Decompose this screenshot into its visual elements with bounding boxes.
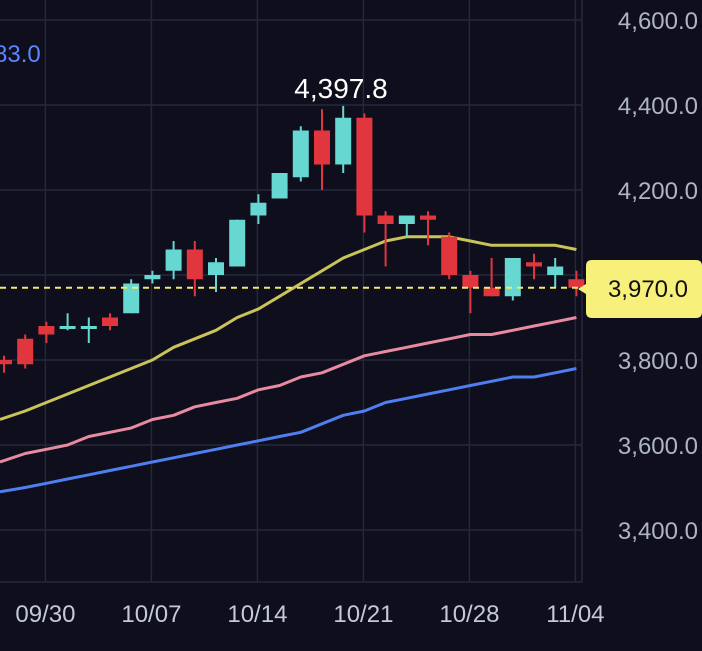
x-tick-label: 10/14 xyxy=(227,601,287,628)
candle xyxy=(356,113,373,233)
candle xyxy=(441,232,458,280)
candle xyxy=(144,270,161,284)
candle-body xyxy=(377,215,394,224)
candle xyxy=(398,215,415,237)
candle xyxy=(526,253,542,280)
candle-body xyxy=(526,262,542,267)
candle xyxy=(0,355,12,373)
candle-body xyxy=(186,249,203,280)
candle xyxy=(377,211,394,267)
y-tick-label: 4,600.0 xyxy=(618,8,698,35)
candle-body xyxy=(123,283,140,314)
x-tick-label: 10/28 xyxy=(439,601,499,628)
y-tick-label: 3,800.0 xyxy=(618,348,698,375)
price-tag-label: 3,970.0 xyxy=(608,276,688,303)
candle-body xyxy=(462,275,479,288)
candle xyxy=(504,258,521,301)
candle xyxy=(38,321,55,343)
moving-averages xyxy=(0,235,577,494)
candle xyxy=(483,258,500,297)
candles xyxy=(0,105,585,373)
candle-body xyxy=(102,317,118,326)
y-tick-label: 3,600.0 xyxy=(618,433,698,460)
candle xyxy=(59,313,76,331)
candle xyxy=(547,258,564,288)
y-tick-label: 4,200.0 xyxy=(618,178,698,205)
candle-body xyxy=(144,275,161,280)
price-tag-background xyxy=(578,260,702,318)
candle xyxy=(123,279,140,314)
candle-body xyxy=(568,279,585,288)
candle xyxy=(165,241,182,280)
x-tick-label: 10/07 xyxy=(121,601,181,628)
candle-body xyxy=(441,236,458,275)
candle xyxy=(229,219,246,267)
y-tick-label: 3,400.0 xyxy=(618,518,698,545)
y-axis: 4,600.0 4,400.0 4,200.0 3,800.0 3,600.0 3,400… xyxy=(618,8,698,545)
candle-body xyxy=(335,117,352,165)
candle-body xyxy=(356,117,373,216)
candle xyxy=(80,317,97,343)
top-left-value: 83.0 xyxy=(0,41,41,68)
candle xyxy=(314,109,330,190)
candle-body xyxy=(292,130,309,178)
moving-average-line-2 xyxy=(0,316,577,464)
candle-body xyxy=(80,326,97,329)
candle xyxy=(462,270,479,314)
candle-body xyxy=(271,173,288,199)
candle-body xyxy=(483,287,500,297)
candle-body xyxy=(59,326,76,329)
candle xyxy=(208,258,224,292)
y-tick-label: 4,400.0 xyxy=(618,93,698,120)
candle xyxy=(186,241,203,297)
moving-average-line-1 xyxy=(0,235,577,421)
candle-body xyxy=(17,338,34,365)
candle xyxy=(271,173,288,199)
candle-body xyxy=(38,326,55,335)
candle-body xyxy=(0,360,12,365)
candle-body xyxy=(208,262,224,275)
candle-body xyxy=(420,215,436,220)
candle xyxy=(335,105,352,173)
x-tick-label: 10/21 xyxy=(333,601,393,628)
candle xyxy=(568,270,585,297)
candle-body xyxy=(229,219,246,267)
moving-average-line-3 xyxy=(0,367,577,494)
candle xyxy=(250,194,267,224)
candle-body xyxy=(504,258,521,297)
candle xyxy=(17,334,34,369)
candle-body xyxy=(165,249,182,271)
peak-label: 4,397.8 xyxy=(294,73,387,104)
x-tick-label: 09/30 xyxy=(15,601,75,628)
x-axis: 09/30 10/07 10/14 10/21 10/28 11/04 xyxy=(15,601,604,628)
candle-body xyxy=(314,130,330,165)
current-price-tag: 3,970.0 xyxy=(578,260,702,318)
candle xyxy=(420,211,436,246)
x-tick-label: 11/04 xyxy=(546,601,604,628)
candle-body xyxy=(398,215,415,224)
candle xyxy=(292,126,309,182)
candle-body xyxy=(250,202,267,216)
candle-body xyxy=(547,266,564,275)
candle xyxy=(102,313,118,331)
